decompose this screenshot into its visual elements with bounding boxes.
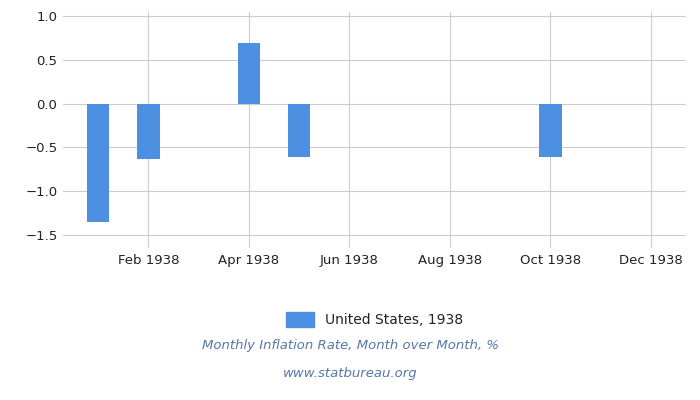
Bar — [288, 104, 310, 157]
Bar — [137, 104, 160, 159]
Text: Monthly Inflation Rate, Month over Month, %: Monthly Inflation Rate, Month over Month… — [202, 340, 498, 352]
Text: www.statbureau.org: www.statbureau.org — [283, 368, 417, 380]
Legend: United States, 1938: United States, 1938 — [281, 307, 468, 333]
Bar — [237, 42, 260, 104]
Bar — [539, 104, 561, 157]
Bar — [87, 104, 109, 222]
